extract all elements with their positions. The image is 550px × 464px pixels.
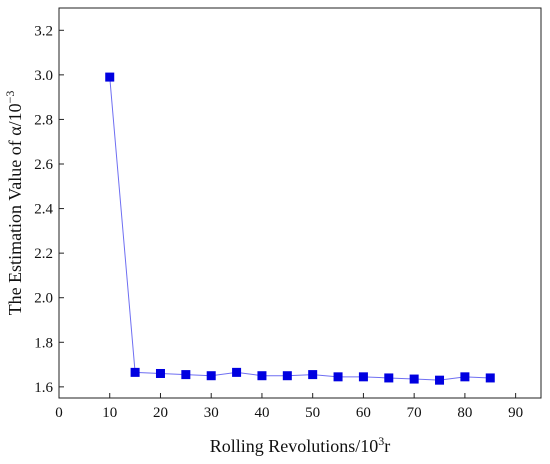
- x-axis-label-sup: 3: [378, 434, 384, 448]
- x-axis-ticks: 0 10 20 30 40 50 60 70 80 90: [55, 393, 523, 421]
- data-point: [409, 374, 419, 384]
- y-tick-label: 2.6: [34, 157, 53, 173]
- x-tick-label: 70: [407, 405, 422, 421]
- y-tick-label: 3.0: [34, 68, 53, 84]
- y-axis-ticks: 1.6 1.8 2.0 2.2 2.4 2.6 2.8 3.0 3.2: [34, 23, 64, 396]
- x-tick-label: 30: [204, 405, 219, 421]
- x-tick-label: 20: [153, 405, 168, 421]
- data-point: [206, 371, 216, 381]
- x-tick-label: 40: [254, 405, 269, 421]
- y-tick-label: 1.6: [34, 380, 53, 396]
- y-tick-label: 2.0: [34, 291, 53, 307]
- y-tick-label: 3.2: [34, 23, 53, 39]
- data-point: [282, 371, 292, 381]
- y-tick-label: 2.8: [34, 112, 53, 128]
- data-point: [105, 72, 115, 82]
- data-point: [181, 370, 191, 380]
- data-point: [232, 367, 242, 377]
- data-point: [435, 375, 445, 385]
- y-tick-label: 2.4: [34, 202, 53, 218]
- data-point: [308, 370, 318, 380]
- x-tick-label: 50: [305, 405, 320, 421]
- y-axis-label-sup: −3: [3, 91, 17, 104]
- plot-area: [58, 7, 542, 399]
- data-point: [155, 368, 165, 378]
- data-point: [384, 373, 394, 383]
- x-tick-label: 0: [55, 405, 63, 421]
- x-axis-label: Rolling Revolutions/103r: [210, 434, 391, 456]
- data-point: [257, 371, 267, 381]
- y-tick-label: 2.2: [34, 246, 53, 262]
- y-tick-label: 1.8: [34, 335, 53, 351]
- data-point: [358, 372, 368, 382]
- x-axis-label-tail: r: [384, 436, 390, 456]
- y-axis-label: The Estimation Value of α/10−3: [3, 91, 25, 316]
- x-tick-label: 90: [508, 405, 523, 421]
- x-tick-label: 10: [102, 405, 117, 421]
- series-line: [109, 77, 491, 381]
- data-point: [485, 373, 495, 383]
- data-point: [333, 372, 343, 382]
- data-point: [460, 372, 470, 382]
- x-tick-label: 60: [356, 405, 371, 421]
- x-tick-label: 80: [457, 405, 472, 421]
- series-layer: [105, 72, 495, 385]
- data-point: [130, 367, 140, 377]
